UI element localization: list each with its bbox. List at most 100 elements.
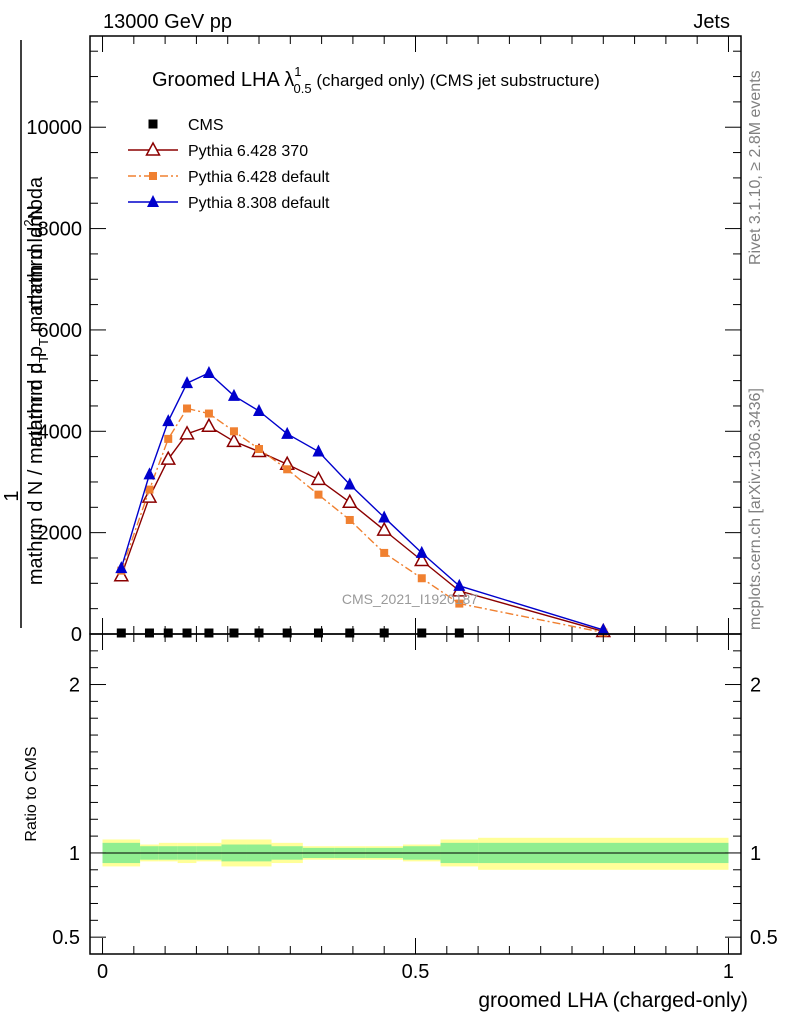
data-point (160, 450, 177, 465)
plot-title: Groomed LHA λ1 0.5 (charged only) (CMS je… (152, 64, 600, 96)
data-point (455, 599, 464, 608)
title-lambda: λ (284, 69, 294, 91)
legend-item-0: CMS (148, 117, 224, 134)
y-tick-label: 6000 (38, 320, 83, 342)
data-point (255, 445, 264, 454)
ratio-y-tick-label-left: 1 (69, 843, 80, 865)
series-line-2 (120, 407, 604, 634)
data-point (379, 628, 389, 638)
data-point (204, 409, 213, 418)
data-point (310, 470, 327, 486)
data-point (162, 414, 175, 427)
ratio-bands (102, 837, 729, 870)
data-point (183, 404, 192, 413)
y-tick-label: 8000 (38, 219, 83, 241)
ratio-axis-ticks (90, 634, 741, 954)
data-point (281, 426, 294, 439)
x-tick-label: 0 (97, 961, 108, 983)
data-point (378, 510, 391, 523)
ratio-x-tick-labels: 0 0.5 1 (97, 961, 734, 983)
ratio-y-tick-label-left: 2 (69, 675, 80, 697)
data-point (201, 417, 217, 432)
series-line-1 (120, 425, 604, 633)
legend-marker (147, 195, 159, 207)
ylabel-upper: mathrm d2N (21, 205, 47, 311)
ratio-y-tick-label-right: 1 (750, 843, 761, 865)
series-3 (115, 366, 610, 635)
legend-item-2: Pythia 6.428 default (128, 169, 330, 186)
legend-marker (145, 141, 161, 156)
data-point (376, 521, 392, 536)
legend-label: Pythia 8.308 default (188, 195, 330, 212)
data-point (342, 493, 358, 508)
analysis-watermark: CMS_2021_I1920187 (342, 591, 478, 607)
y-tick-label: 10000 (26, 117, 82, 139)
data-point (144, 628, 154, 638)
legend-label: Pythia 6.428 370 (188, 143, 308, 160)
series-layer (113, 366, 612, 638)
data-point (163, 628, 173, 638)
ratio-y-tick-label-left: 0.5 (52, 927, 80, 949)
y-tick-label: 4000 (38, 421, 83, 443)
series-2 (117, 404, 608, 637)
title-sub: 0.5 (294, 81, 312, 96)
data-point (282, 628, 292, 638)
data-point (182, 628, 192, 638)
data-point (453, 578, 466, 591)
ratio-y-tick-labels: 0.5 0.5 1 1 2 2 (52, 675, 778, 950)
data-point (417, 628, 427, 638)
series-line-3 (120, 372, 604, 631)
data-point (181, 376, 194, 389)
side-label-top: Rivet 3.1.10, ≥ 2.8M events (747, 70, 764, 265)
data-point (115, 561, 128, 574)
data-point (226, 432, 242, 448)
data-point (283, 465, 292, 474)
title-main: Groomed LHA (152, 69, 284, 91)
ylabel-lower-b: mathrm d N / mathrm d pT (25, 355, 51, 585)
data-point (179, 425, 195, 440)
data-point (204, 628, 214, 638)
title-sup: 1 (294, 64, 301, 79)
data-point (454, 628, 464, 638)
legend-label: CMS (188, 117, 224, 134)
y-tick-label: 0 (71, 624, 82, 646)
data-point (345, 515, 354, 524)
energy-label: 13000 GeV pp (103, 11, 232, 33)
data-point (116, 628, 126, 638)
x-tick-label: 1 (723, 961, 734, 983)
data-point (597, 622, 610, 635)
legend-marker (149, 172, 157, 180)
legend-marker (148, 119, 158, 129)
data-point (314, 490, 323, 499)
main-axis-ticks (90, 36, 741, 635)
data-point (145, 485, 154, 494)
data-point (414, 551, 430, 567)
ratio-y-tick-label-right: 2 (750, 675, 761, 697)
data-point (254, 628, 264, 638)
ratio-plot-frame (89, 633, 742, 955)
ylabel-lower-a: mathrm d pT mathrm d lambda (25, 176, 51, 447)
data-point (229, 427, 238, 436)
data-point (143, 467, 156, 480)
title-rest: (charged only) (CMS jet substructure) (312, 71, 600, 90)
data-point (202, 366, 215, 379)
legend-item-1: Pythia 6.428 370 (128, 141, 308, 160)
data-point (415, 545, 428, 558)
ylabel-num-prefix: 1 (1, 490, 23, 501)
ratio-y-axis-label: Ratio to CMS (23, 746, 40, 841)
data-point (313, 628, 323, 638)
process-label: Jets (693, 11, 730, 33)
legend-label: Pythia 6.428 default (188, 169, 330, 186)
series-0 (116, 628, 464, 638)
data-point (345, 628, 355, 638)
y-tick-label: 2000 (38, 523, 83, 545)
data-point (343, 477, 356, 490)
x-axis-label: groomed LHA (charged-only) (478, 989, 748, 1012)
data-point (417, 574, 426, 583)
ratio-y-tick-label-right: 0.5 (750, 927, 778, 949)
data-point (113, 567, 130, 582)
data-point (164, 434, 173, 443)
x-tick-label: 0.5 (402, 961, 430, 983)
main-y-axis-label: 1 mathrm d2N mathrm d pT mathrm d lambda… (1, 40, 51, 628)
